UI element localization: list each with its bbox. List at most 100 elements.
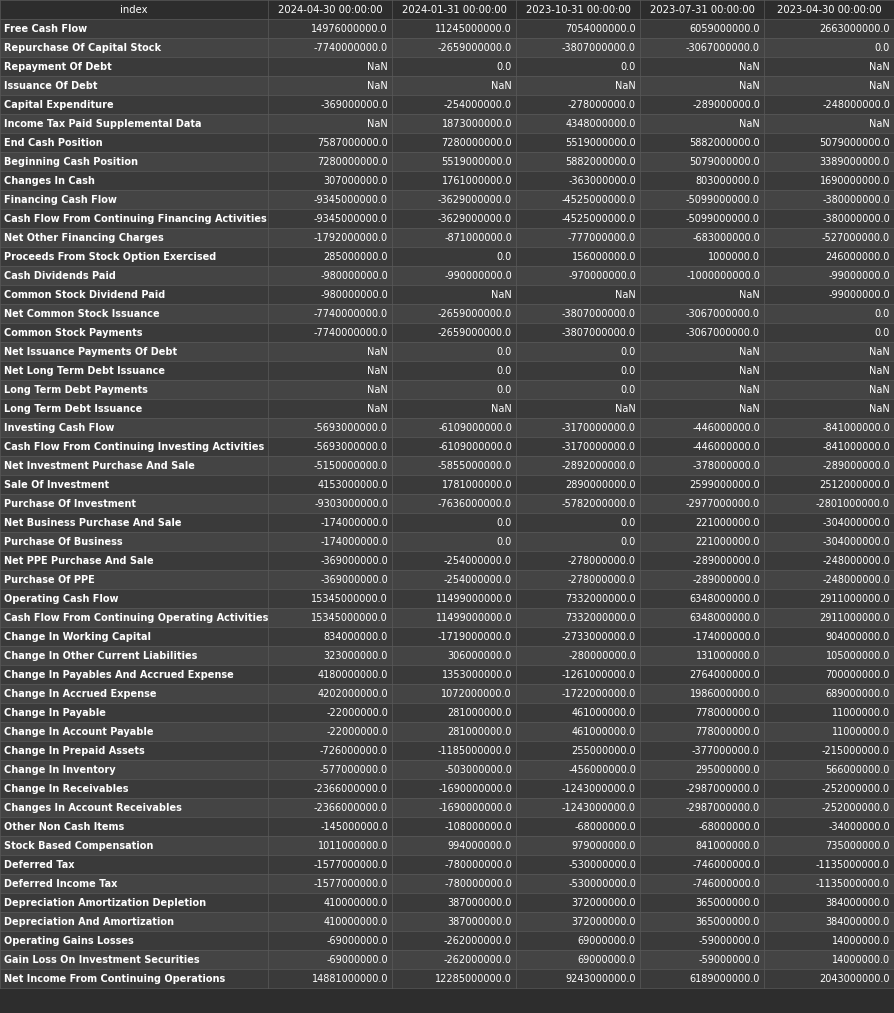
Bar: [0, 95, 268, 114]
Text: Net PPE Purchase And Sale: Net PPE Purchase And Sale: [4, 555, 154, 565]
Bar: [764, 19, 894, 38]
Text: -377000000.0: -377000000.0: [692, 746, 760, 756]
Bar: [0, 589, 268, 608]
Text: NaN: NaN: [869, 346, 890, 357]
Text: -59000000.0: -59000000.0: [698, 954, 760, 964]
Text: -363000000.0: -363000000.0: [569, 175, 636, 185]
Text: Depreciation Amortization Depletion: Depreciation Amortization Depletion: [4, 898, 207, 908]
Bar: [0, 627, 268, 646]
Bar: [640, 399, 764, 418]
Bar: [268, 513, 392, 532]
Text: -2977000000.0: -2977000000.0: [686, 498, 760, 509]
Text: -503000000.0: -503000000.0: [444, 765, 512, 775]
Bar: [392, 475, 516, 494]
Bar: [516, 551, 640, 570]
Text: 306000000.0: 306000000.0: [448, 650, 512, 660]
Text: Purchase Of Investment: Purchase Of Investment: [4, 498, 136, 509]
Bar: [640, 437, 764, 456]
Text: 1011000000.0: 1011000000.0: [317, 841, 388, 851]
Text: 2512000000.0: 2512000000.0: [819, 479, 890, 489]
Text: 2911000000.0: 2911000000.0: [820, 613, 890, 623]
Bar: [268, 266, 392, 285]
Text: NaN: NaN: [869, 119, 890, 129]
Text: -68000000.0: -68000000.0: [698, 822, 760, 832]
Text: -254000000.0: -254000000.0: [444, 555, 512, 565]
Bar: [392, 646, 516, 665]
Text: 0.0: 0.0: [620, 366, 636, 376]
Text: -990000000.0: -990000000.0: [444, 270, 512, 281]
Text: NaN: NaN: [739, 62, 760, 72]
Text: -2659000000.0: -2659000000.0: [438, 309, 512, 318]
Text: -99000000.0: -99000000.0: [829, 290, 890, 300]
Text: 5882000000.0: 5882000000.0: [689, 138, 760, 148]
Bar: [392, 931, 516, 950]
Text: -2366000000.0: -2366000000.0: [314, 802, 388, 812]
Text: 2023-10-31 00:00:00: 2023-10-31 00:00:00: [526, 4, 630, 14]
Bar: [516, 684, 640, 703]
Bar: [516, 361, 640, 380]
Bar: [392, 133, 516, 152]
Text: Beginning Cash Position: Beginning Cash Position: [4, 156, 138, 166]
Text: -380000000.0: -380000000.0: [822, 214, 890, 224]
Bar: [0, 38, 268, 57]
Bar: [516, 969, 640, 988]
Text: -69000000.0: -69000000.0: [326, 935, 388, 945]
Text: 841000000.0: 841000000.0: [696, 841, 760, 851]
Text: -5782000000.0: -5782000000.0: [561, 498, 636, 509]
Text: -1690000000.0: -1690000000.0: [438, 802, 512, 812]
Bar: [764, 38, 894, 57]
Text: -5693000000.0: -5693000000.0: [314, 422, 388, 433]
Text: Net Investment Purchase And Sale: Net Investment Purchase And Sale: [4, 461, 195, 470]
Bar: [764, 684, 894, 703]
Text: NaN: NaN: [615, 403, 636, 413]
Bar: [516, 608, 640, 627]
Text: 15345000000.0: 15345000000.0: [311, 613, 388, 623]
Bar: [0, 912, 268, 931]
Text: -4525000000.0: -4525000000.0: [561, 214, 636, 224]
Text: 4153000000.0: 4153000000.0: [317, 479, 388, 489]
Text: -145000000.0: -145000000.0: [320, 822, 388, 832]
Text: 2024-04-30 00:00:00: 2024-04-30 00:00:00: [278, 4, 383, 14]
Bar: [516, 931, 640, 950]
Bar: [392, 855, 516, 874]
Bar: [640, 836, 764, 855]
Text: 255000000.0: 255000000.0: [571, 746, 636, 756]
Bar: [268, 399, 392, 418]
Text: -369000000.0: -369000000.0: [320, 574, 388, 585]
Text: -4525000000.0: -4525000000.0: [561, 194, 636, 205]
Bar: [640, 247, 764, 266]
Text: -278000000.0: -278000000.0: [568, 555, 636, 565]
Bar: [764, 418, 894, 437]
Text: -2659000000.0: -2659000000.0: [438, 327, 512, 337]
Bar: [640, 38, 764, 57]
Text: Operating Gains Losses: Operating Gains Losses: [4, 935, 134, 945]
Text: 2024-01-31 00:00:00: 2024-01-31 00:00:00: [401, 4, 506, 14]
Text: 281000000.0: 281000000.0: [448, 726, 512, 736]
Text: -248000000.0: -248000000.0: [822, 574, 890, 585]
Bar: [516, 475, 640, 494]
Bar: [764, 893, 894, 912]
Text: 365000000.0: 365000000.0: [696, 898, 760, 908]
Bar: [0, 760, 268, 779]
Text: NaN: NaN: [739, 346, 760, 357]
Text: -3629000000.0: -3629000000.0: [438, 214, 512, 224]
Bar: [392, 874, 516, 893]
Bar: [640, 57, 764, 76]
Bar: [764, 247, 894, 266]
Text: -456000000.0: -456000000.0: [568, 765, 636, 775]
Text: 387000000.0: 387000000.0: [448, 898, 512, 908]
Text: -7740000000.0: -7740000000.0: [314, 327, 388, 337]
Bar: [640, 741, 764, 760]
Bar: [764, 171, 894, 190]
Bar: [392, 779, 516, 798]
Text: -5855000000.0: -5855000000.0: [438, 461, 512, 470]
Bar: [640, 513, 764, 532]
Bar: [764, 722, 894, 741]
Bar: [268, 969, 392, 988]
Text: NaN: NaN: [869, 366, 890, 376]
Bar: [764, 361, 894, 380]
Bar: [764, 266, 894, 285]
Bar: [392, 513, 516, 532]
Bar: [516, 190, 640, 209]
Text: Change In Working Capital: Change In Working Capital: [4, 631, 151, 641]
